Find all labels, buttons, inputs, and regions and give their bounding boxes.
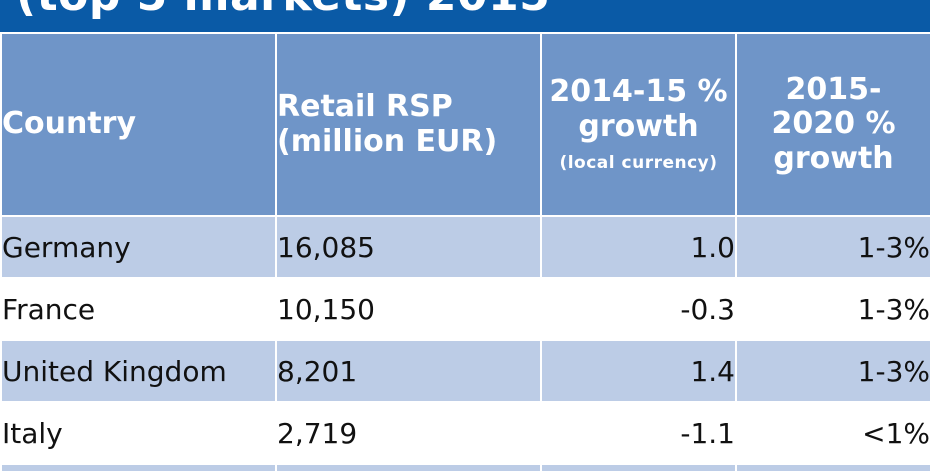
- header-g1-line-2: growth: [578, 108, 699, 144]
- table-title: (top 5 markets) 2015: [16, 0, 550, 21]
- cell-growth-1415: 1.0: [540, 215, 737, 279]
- cell-rsp: 10,150: [275, 277, 542, 341]
- cell-country: Italy: [0, 401, 277, 465]
- cell-growth-1415: 1.4: [540, 339, 737, 403]
- header-row: Country Retail RSP (million EUR) 2014-15…: [0, 32, 930, 217]
- cell-growth-1520: 1-3%: [735, 339, 930, 403]
- header-growth-2015-2020: 2015- 2020 % growth: [735, 32, 930, 217]
- title-bar: (top 5 markets) 2015: [0, 0, 930, 32]
- cell-empty: [275, 463, 542, 473]
- table-row: France 10,150 -0.3 1-3%: [0, 277, 930, 341]
- cell-rsp: 2,719: [275, 401, 542, 465]
- cell-empty: [0, 463, 277, 473]
- cell-growth-1520: 1-3%: [735, 277, 930, 341]
- table-row-partial: [0, 463, 930, 473]
- cell-growth-1415: -1.1: [540, 401, 737, 465]
- cell-growth-1415: -0.3: [540, 277, 737, 341]
- header-growth-2014-15: 2014-15 % growth (local currency): [540, 32, 737, 217]
- cell-country: Germany: [0, 215, 277, 279]
- header-g1-subtitle: (local currency): [559, 153, 718, 174]
- table-row: United Kingdom 8,201 1.4 1-3%: [0, 339, 930, 403]
- cell-empty: [540, 463, 737, 473]
- cell-country: France: [0, 277, 277, 341]
- header-g2-line-1: 2015-: [785, 71, 882, 107]
- header-country-label: Country: [2, 106, 137, 142]
- cell-empty: [735, 463, 930, 473]
- header-g2-line-3: growth: [773, 140, 894, 176]
- markets-table: Country Retail RSP (million EUR) 2014-15…: [0, 32, 930, 473]
- cell-rsp: 16,085: [275, 215, 542, 279]
- cell-growth-1520: 1-3%: [735, 215, 930, 279]
- cell-country: United Kingdom: [0, 339, 277, 403]
- header-g2-line-2: 2020 %: [771, 106, 896, 142]
- cell-growth-1520: <1%: [735, 401, 930, 465]
- table-row: Italy 2,719 -1.1 <1%: [0, 401, 930, 465]
- header-rsp-line-2: (million EUR): [277, 123, 498, 159]
- header-rsp-line-1: Retail RSP: [277, 89, 453, 124]
- cell-rsp: 8,201: [275, 339, 542, 403]
- header-g1-line-1: 2014-15 %: [549, 74, 728, 110]
- header-country: Country: [0, 32, 277, 217]
- table-row: Germany 16,085 1.0 1-3%: [0, 215, 930, 279]
- header-retail-rsp: Retail RSP (million EUR): [275, 32, 542, 217]
